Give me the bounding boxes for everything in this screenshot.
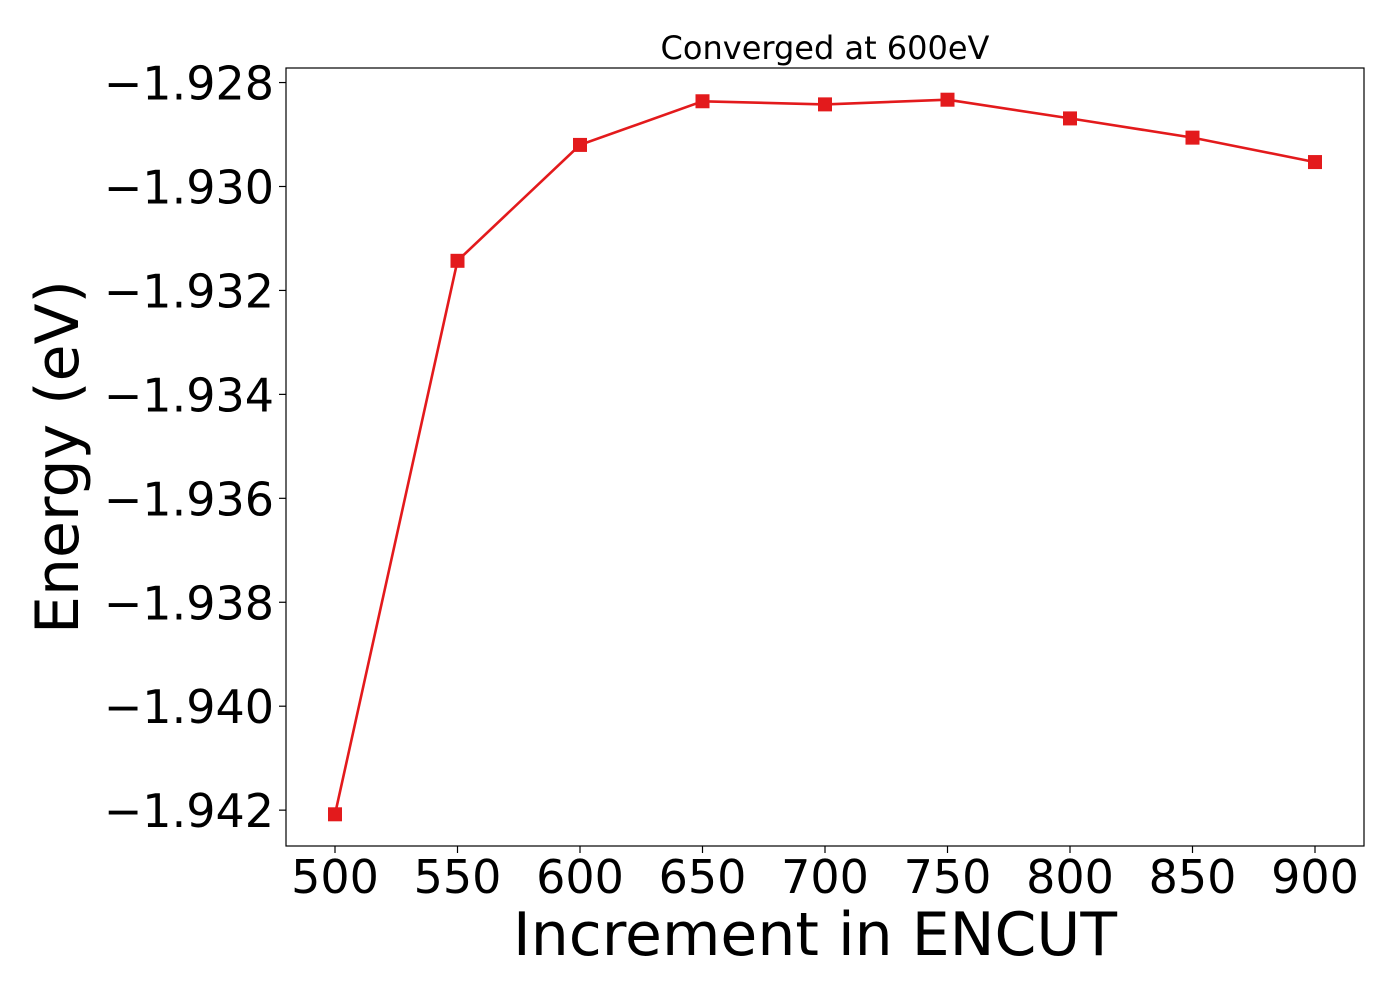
x-tick-label: 500 [291,850,379,904]
data-point-marker [1185,130,1200,145]
y-tick-label: −1.936 [104,472,274,526]
x-tick-label: 700 [781,850,869,904]
data-point-marker [1063,111,1077,126]
data-point-marker [328,807,342,822]
x-tick-label: 750 [904,850,992,904]
data-point-marker [1308,155,1322,170]
x-tick-label: 650 [659,850,747,904]
data-point-marker [695,94,710,109]
y-tick-label: −1.938 [104,576,274,630]
x-tick-label: 800 [1026,850,1114,904]
y-tick-label: −1.942 [104,784,274,838]
x-tick-label: 550 [414,850,502,904]
y-axis: −1.928 −1.930 −1.932 −1.934 −1.936 −1.938 −1.9… [104,57,286,838]
series-layer [328,92,1322,822]
plot-area-frame [285,67,1365,847]
data-point-marker [818,97,832,112]
chart-title: Converged at 600eV [661,29,990,67]
y-tick-label: −1.934 [104,368,274,422]
data-point-marker [450,253,465,268]
x-axis: 500 550 600 650 700 750 800 850 900 [291,846,1359,904]
x-tick-label: 900 [1271,850,1359,904]
x-tick-label: 600 [536,850,624,904]
y-tick-label: −1.932 [104,264,274,318]
y-tick-label: −1.930 [104,160,274,214]
x-axis-label: Increment in ENCUT [513,900,1117,970]
y-tick-label: −1.940 [104,680,274,734]
y-axis-label: Energy (eV) [23,280,93,634]
x-tick-label: 850 [1149,850,1237,904]
data-point-marker [573,137,587,152]
data-point-marker [940,92,955,107]
series-line [333,98,1316,815]
y-tick-label: −1.928 [104,57,274,111]
